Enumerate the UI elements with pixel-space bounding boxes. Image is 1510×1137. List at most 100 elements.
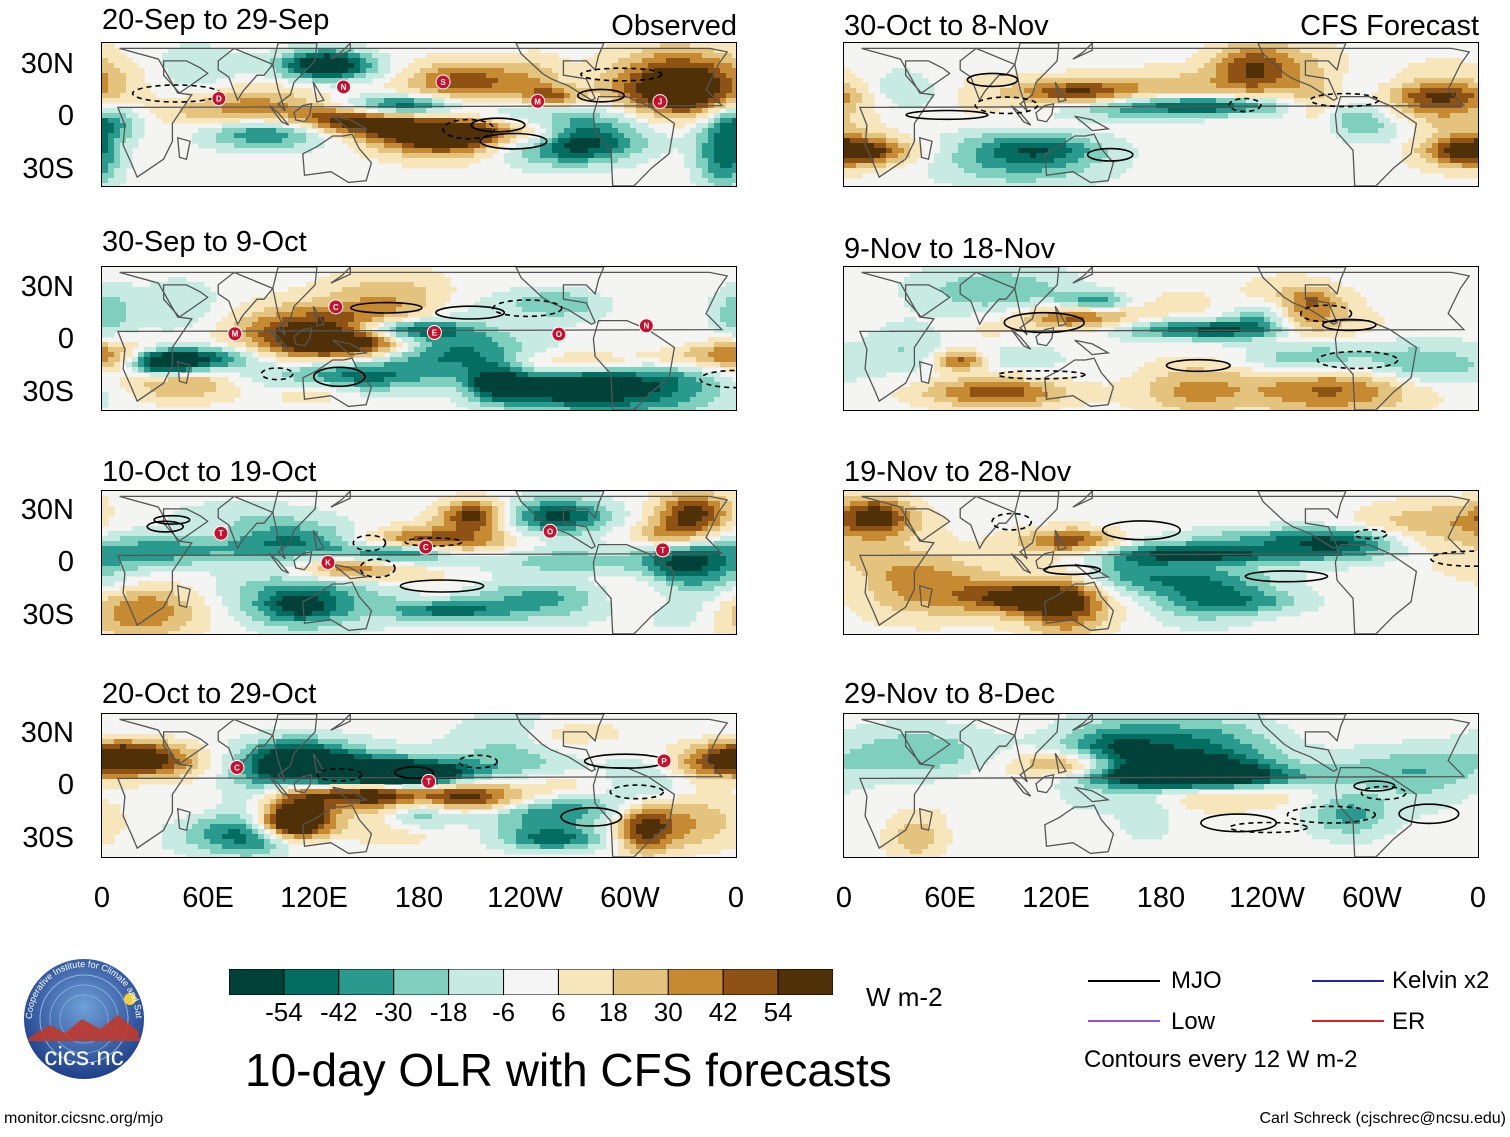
coastline [515, 491, 605, 549]
lon-label-right-180: 180 [1136, 882, 1186, 914]
lon-label-left-60e: 60E [182, 882, 234, 914]
cyclone-marker: S [435, 74, 451, 90]
coastline [959, 47, 1016, 102]
coastline [302, 357, 373, 408]
lon-label-left-0: 0 [93, 882, 111, 914]
mjo-contour [1398, 803, 1460, 825]
coastline [302, 581, 373, 632]
colorbar-tick-1: -42 [320, 997, 358, 1027]
coastline [176, 360, 191, 385]
coastline [1257, 267, 1347, 325]
coastline [918, 584, 933, 609]
mjo-contour [479, 132, 548, 150]
panel-title-3: 10-Oct to 19-Oct [102, 456, 317, 488]
lat-label-30s-1: 30S [22, 153, 74, 185]
map-panel-3: T K C O T [101, 490, 737, 635]
coastline [1035, 326, 1055, 347]
coastline [1334, 95, 1418, 186]
lon-label-right-60w: 60W [1342, 882, 1402, 914]
coastline [293, 326, 313, 347]
map-panel-6 [843, 266, 1479, 411]
coastline [272, 43, 318, 112]
cyclone-marker: N [336, 79, 352, 95]
map-panel-2: M C E O N [101, 266, 737, 411]
coastline [217, 47, 274, 102]
colorbar-swatch-3 [393, 968, 450, 996]
mjo-contour [1228, 821, 1309, 834]
lon-label-left-60w: 60W [600, 882, 660, 914]
coastline [918, 136, 933, 161]
mjo-contour [394, 766, 434, 779]
coastline [332, 786, 369, 803]
svg-text:O: O [556, 330, 562, 339]
cyclone-marker: C [418, 539, 434, 555]
mjo-contour [1086, 147, 1134, 162]
coastline [1334, 766, 1418, 857]
coastline [332, 563, 369, 580]
footer-credit: Carl Schreck (cjschrec@ncsu.edu) [1259, 1110, 1506, 1127]
colorbar-swatch-8 [667, 968, 724, 996]
mjo-contour [458, 754, 498, 769]
lon-label-left-180: 180 [394, 882, 444, 914]
panel-title-5: 30-Oct to 8-Nov [844, 10, 1049, 42]
mjo-contour [399, 579, 485, 593]
coastline [1044, 804, 1115, 855]
coastline [1010, 329, 1032, 350]
cyclone-marker: M [227, 326, 243, 342]
mjo-contour [699, 369, 736, 389]
coastline [268, 776, 290, 797]
mjo-contour [153, 514, 191, 525]
coastline [176, 136, 191, 161]
colorbar-tick-0: -54 [265, 997, 303, 1027]
coastline [217, 495, 274, 550]
observed-label: Observed [611, 10, 737, 42]
coastline [904, 60, 951, 94]
coastline [1035, 102, 1055, 123]
cyclone-marker: D [211, 90, 227, 106]
mjo-contour [580, 67, 663, 82]
colorbar-swatch-4 [448, 968, 505, 996]
coastline [1010, 105, 1032, 126]
coastline [330, 267, 351, 284]
mjo-contour [1353, 780, 1396, 792]
coastline [312, 305, 325, 327]
mjo-contour [435, 305, 506, 320]
svg-text:J: J [658, 98, 662, 107]
coastline [312, 752, 325, 774]
map-panel-7 [843, 490, 1479, 635]
coastline [1014, 714, 1060, 783]
lon-label-right-120w: 120W [1229, 882, 1305, 914]
coastline [162, 60, 209, 94]
cyclone-marker: J [652, 94, 668, 110]
coastline [217, 271, 274, 326]
mjo-contour [316, 767, 363, 782]
coastline [330, 43, 351, 60]
map-panel-8 [843, 713, 1479, 858]
colorbar [228, 968, 834, 996]
cyclone-marker: T [655, 542, 671, 558]
coastline [272, 491, 318, 560]
colorbar-tick-6: 18 [598, 997, 628, 1027]
coastline [176, 584, 191, 609]
coastline [162, 731, 209, 765]
mjo-contour [966, 72, 1019, 88]
map-panel-4: C T P [101, 713, 737, 858]
svg-text:N: N [643, 322, 649, 331]
mjo-contour [1165, 358, 1231, 373]
coastline [1044, 581, 1115, 632]
coastline [918, 807, 933, 832]
cyclone-marker: P [656, 753, 672, 769]
mjo-contour [1286, 805, 1376, 824]
colorbar-swatch-6 [557, 968, 614, 996]
mjo-contour [576, 88, 625, 103]
svg-text:C: C [333, 303, 339, 312]
coastline [217, 718, 274, 773]
coastline [592, 543, 676, 634]
cyclone-marker: K [320, 554, 336, 570]
legend-note: Contours every 12 W m-2 [1084, 1046, 1358, 1073]
coastline [959, 271, 1016, 326]
cyclone-marker: C [229, 759, 245, 775]
colorbar-swatch-9 [722, 968, 779, 996]
svg-text:M: M [534, 97, 541, 106]
mjo-contour [1200, 813, 1278, 833]
